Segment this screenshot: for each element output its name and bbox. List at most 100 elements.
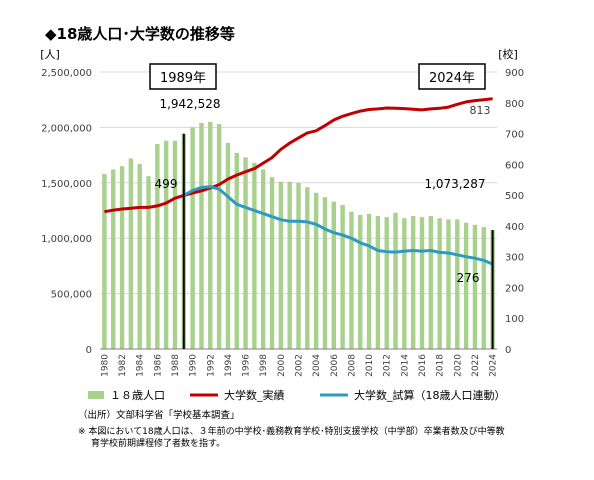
year-box-1989-label: 1989年: [160, 71, 206, 86]
bar-population: [472, 224, 478, 349]
right-tick-label: 800: [505, 99, 524, 110]
bar-population: [216, 124, 222, 350]
x-tick-label: 2014: [400, 354, 410, 377]
x-tick-label: 1992: [206, 354, 216, 377]
right-tick-label: 100: [505, 314, 524, 325]
x-tick-label: 2020: [453, 354, 463, 377]
x-tick-label: 1990: [189, 354, 199, 377]
source-note: （出所）文部科学省「学校基本調査」: [78, 409, 240, 421]
label-univ-2024-trial: 276: [457, 271, 480, 285]
line-university-actual: [104, 97, 493, 214]
bar-population: [146, 176, 151, 349]
x-tick-label: 2016: [418, 354, 428, 377]
bar-population: [199, 122, 204, 349]
bar-population: [340, 204, 345, 349]
footnote-line-2: 育学校前期課程修了者数を指す。: [91, 437, 225, 449]
bar-population: [331, 201, 336, 349]
bar-population: [102, 173, 107, 349]
bar-population: [366, 213, 372, 349]
x-tick-label: 2024: [489, 354, 499, 377]
legend-label-trial: 大学数_試算（18歳人口連動）: [354, 388, 506, 402]
x-tick-label: 1994: [224, 354, 234, 377]
bar-population: [428, 216, 434, 349]
annotations: 1989年 2024年 1,942,528 499 1,073,287 813 276: [149, 63, 494, 349]
x-tick-label: 2004: [312, 354, 322, 377]
x-tick-label: 1996: [242, 354, 252, 377]
x-tick-label: 1984: [136, 354, 146, 377]
x-tick-label: 2022: [471, 354, 481, 377]
bar-population: [393, 212, 398, 349]
right-tick-label: 600: [505, 160, 524, 171]
bar-population: [296, 182, 301, 349]
bar-population: [305, 187, 310, 349]
bar-population: [119, 166, 125, 349]
left-tick-label: 500,000: [51, 290, 92, 301]
right-tick-label: 700: [505, 130, 524, 141]
right-tick-label: 300: [505, 253, 524, 264]
label-univ-1989: 499: [155, 177, 178, 191]
left-axis-ticks: 0 500,000 1,000,000 1,500,000 2,000,000 2,500…: [41, 68, 92, 356]
left-tick-label: 1,500,000: [41, 179, 92, 190]
x-tick-label: 1982: [118, 354, 128, 377]
bar-population: [384, 217, 389, 349]
bar-population: [349, 211, 354, 349]
right-tick-label: 500: [505, 191, 524, 202]
right-tick-label: 0: [505, 345, 511, 356]
bar-population: [437, 218, 442, 349]
right-axis-ticks: 0 100 200 300 400 500 600 700 800 900: [505, 68, 524, 356]
footnote-line-1: ※ 本図において18歳人口は、３年前の中学校･義務教育学校･特別支援学校（中学部…: [78, 425, 505, 437]
bar-population: [225, 142, 231, 349]
x-tick-label: 2006: [330, 354, 340, 377]
bar-population: [402, 218, 407, 349]
university-lines: [104, 97, 494, 266]
bar-population: [419, 217, 425, 349]
year-box-1989: [149, 63, 217, 90]
x-tick-label: 2010: [365, 354, 375, 377]
year-box-2024-label: 2024年: [429, 71, 475, 86]
bar-population: [322, 197, 328, 349]
bar-population: [172, 140, 178, 349]
bar-population: [410, 216, 416, 349]
x-tick-label: 2012: [383, 354, 393, 377]
bar-population: [137, 163, 142, 349]
bar-population: [243, 157, 248, 349]
line-university-trial: [183, 185, 494, 266]
legend-swatch-population: [88, 391, 104, 399]
bar-population: [455, 219, 460, 349]
label-univ-2024-actual: 813: [470, 104, 491, 117]
bar-population: [208, 121, 213, 349]
left-tick-label: 0: [86, 345, 92, 356]
bar-population: [313, 192, 319, 349]
population-bars: [102, 121, 495, 350]
left-axis-unit: [人]: [40, 48, 60, 61]
label-pop-2024: 1,073,287: [424, 177, 485, 191]
x-tick-label: 1988: [171, 354, 181, 377]
x-tick-label: 2008: [347, 354, 357, 377]
x-tick-label: 2000: [277, 354, 287, 377]
legend-label-population: １８歳人口: [110, 389, 165, 402]
legend: １８歳人口 大学数_実績 大学数_試算（18歳人口連動）: [88, 388, 506, 402]
right-tick-label: 900: [505, 68, 524, 79]
left-tick-label: 2,500,000: [41, 68, 92, 79]
legend-label-actual: 大学数_実績: [224, 388, 285, 402]
bar-population: [163, 140, 169, 349]
bar-population: [463, 222, 469, 349]
left-tick-label: 2,000,000: [41, 123, 92, 134]
bar-population: [446, 219, 451, 349]
right-axis-unit: [校]: [498, 47, 518, 61]
x-tick-label: 2002: [295, 354, 305, 377]
x-tick-label: 1986: [153, 354, 163, 377]
bar-population: [481, 227, 486, 349]
year-box-2024: [418, 63, 486, 90]
bar-population: [234, 152, 239, 349]
bar-population: [358, 214, 363, 349]
right-tick-label: 200: [505, 283, 524, 294]
left-tick-label: 1,000,000: [41, 234, 92, 245]
bar-population: [128, 158, 134, 349]
bar-population: [252, 162, 257, 349]
bar-population: [278, 181, 284, 349]
chart-title: ◆18歳人口･大学数の推移等: [45, 25, 235, 43]
x-axis-ticks: 1980 1982 1984 1986 1988 1990 1992 1994 1996 1998…: [100, 354, 498, 377]
x-tick-label: 2018: [436, 354, 446, 377]
